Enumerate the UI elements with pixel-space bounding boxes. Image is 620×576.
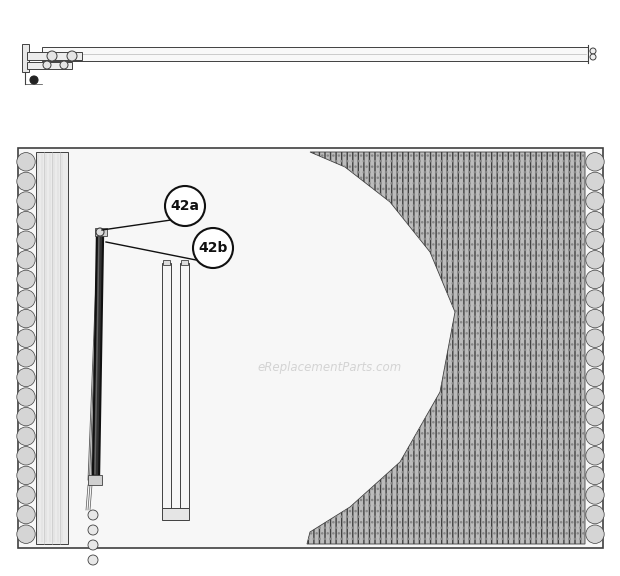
Bar — [162, 508, 189, 520]
Circle shape — [17, 388, 35, 406]
Circle shape — [165, 186, 205, 226]
Circle shape — [17, 192, 35, 210]
Bar — [42, 47, 588, 61]
Circle shape — [586, 348, 604, 367]
Circle shape — [17, 446, 35, 465]
Circle shape — [17, 427, 35, 445]
Circle shape — [88, 540, 98, 550]
Circle shape — [43, 61, 51, 69]
Circle shape — [17, 172, 35, 191]
Bar — [88, 475, 102, 485]
Circle shape — [17, 231, 35, 249]
Circle shape — [586, 505, 604, 524]
Bar — [27, 62, 72, 69]
Circle shape — [88, 555, 98, 565]
Circle shape — [586, 446, 604, 465]
Bar — [27, 52, 82, 60]
Circle shape — [586, 192, 604, 210]
Circle shape — [17, 525, 35, 543]
Circle shape — [586, 407, 604, 426]
Circle shape — [586, 309, 604, 328]
Circle shape — [67, 51, 77, 61]
Circle shape — [17, 466, 35, 484]
Circle shape — [96, 228, 104, 236]
Text: 42b: 42b — [198, 241, 228, 255]
Circle shape — [17, 486, 35, 504]
Circle shape — [586, 427, 604, 445]
Bar — [181, 260, 188, 265]
Circle shape — [590, 48, 596, 54]
Circle shape — [17, 368, 35, 386]
Bar — [162, 263, 171, 508]
Circle shape — [17, 290, 35, 308]
Circle shape — [586, 211, 604, 230]
Circle shape — [30, 76, 38, 84]
Circle shape — [586, 329, 604, 347]
Circle shape — [88, 510, 98, 520]
Circle shape — [47, 51, 57, 61]
Circle shape — [17, 505, 35, 524]
Circle shape — [17, 251, 35, 269]
Circle shape — [586, 153, 604, 171]
Circle shape — [17, 348, 35, 367]
Circle shape — [586, 466, 604, 484]
Bar — [95, 228, 107, 236]
Circle shape — [193, 228, 233, 268]
Bar — [22, 44, 29, 72]
Circle shape — [586, 290, 604, 308]
Text: eReplacementParts.com: eReplacementParts.com — [258, 362, 402, 374]
Circle shape — [586, 368, 604, 386]
Circle shape — [586, 270, 604, 289]
Circle shape — [586, 231, 604, 249]
Text: 42a: 42a — [170, 199, 200, 213]
Circle shape — [17, 329, 35, 347]
Circle shape — [586, 388, 604, 406]
Bar — [180, 263, 189, 508]
Circle shape — [586, 172, 604, 191]
Circle shape — [586, 251, 604, 269]
Circle shape — [17, 270, 35, 289]
Circle shape — [17, 153, 35, 171]
Bar — [163, 260, 170, 265]
Circle shape — [586, 525, 604, 543]
Circle shape — [17, 407, 35, 426]
Circle shape — [586, 486, 604, 504]
Circle shape — [590, 54, 596, 60]
Polygon shape — [307, 152, 585, 544]
Circle shape — [17, 211, 35, 230]
Bar — [36, 152, 68, 544]
Circle shape — [60, 61, 68, 69]
Circle shape — [17, 309, 35, 328]
Circle shape — [88, 525, 98, 535]
Bar — [18, 148, 603, 548]
